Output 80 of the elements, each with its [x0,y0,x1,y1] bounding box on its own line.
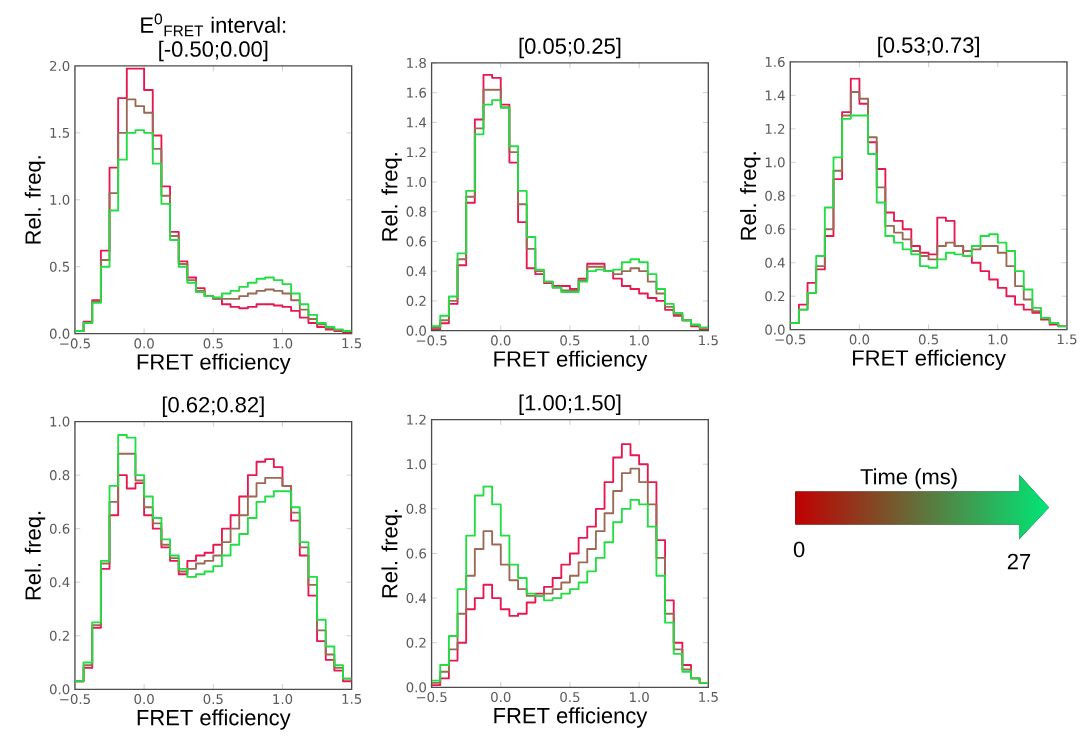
y-tick-label: 0.4 [765,257,785,268]
chart-title: E$^{0}$$_{FRET}$ interval: [141,13,286,36]
y-tick-label: 1.0 [407,176,427,187]
text: 0 [793,541,805,558]
x-tick-label: 0.0 [491,691,511,702]
x-tick-label: 1.0 [988,334,1008,345]
x-tick-label: 0.5 [560,691,580,702]
x-tick-label: −0.5 [60,338,90,349]
y-tick-label: 0.4 [49,577,70,588]
x-axis-title: FRET efficiency [853,349,1006,370]
x-tick-label: 1.5 [699,691,718,702]
y-tick-label: 1.2 [407,414,426,425]
x-tick-label: 0.5 [560,335,580,346]
y-tick-label: 0.8 [406,503,426,514]
y-tick-label: 0.5 [49,261,70,272]
y-tick-label: 2.0 [50,60,70,71]
y-tick-label: 1.6 [765,56,785,67]
chart-title: [1.00;1.50] [519,394,621,415]
y-tick-label: 1.0 [765,157,785,168]
x-tick-label: −0.5 [60,693,90,704]
y-tick-label: 0.2 [49,630,69,641]
y-tick-label: 0.8 [49,469,70,481]
y-tick-label: 1.0 [50,416,70,427]
y-tick-label: 0.0 [765,324,785,335]
chart-title: [0.05;0.25] [519,37,621,59]
y-tick-label: 1.8 [407,57,426,68]
y-tick-label: 0.8 [406,206,426,217]
text: Time (ms) [860,468,957,489]
y-tick-label: 1.4 [765,90,785,101]
y-axis-title: Rel. freq. [381,153,402,241]
x-tick-label: 1.5 [342,693,362,704]
x-axis-title: FRET efficiency [137,353,291,374]
y-tick-label: 0.0 [49,684,70,695]
y-tick-label: 0.6 [406,548,427,559]
x-tick-label: 1.0 [630,335,649,346]
text: 27 [1007,553,1031,569]
x-tick-label: 0.0 [849,334,870,345]
y-tick-label: 1.2 [765,123,785,134]
y-tick-label: 1.0 [407,459,427,470]
y-tick-label: 0.2 [406,295,426,306]
x-tick-label: −0.5 [416,335,447,346]
y-axis-title: Rel. freq. [24,156,46,244]
y-axis-title: Rel. freq. [24,511,46,600]
y-tick-label: 0.6 [765,224,785,235]
x-tick-label: −0.5 [416,691,447,702]
y-tick-label: 0.2 [406,637,426,648]
x-tick-label: 1.5 [699,335,718,346]
chart-title: [0.53;0.73] [878,36,979,58]
x-tick-label: 0.5 [203,338,223,349]
chart-title: [0.62;0.82] [162,396,264,417]
x-tick-label: 1.0 [273,693,293,704]
y-tick-label: 0.8 [765,190,785,201]
x-tick-label: 1.0 [273,338,293,349]
x-axis-title: FRET efficiency [494,350,648,371]
x-tick-label: 1.5 [342,338,362,349]
x-tick-label: 1.0 [630,691,649,702]
y-axis-title: Rel. freq. [381,509,402,598]
y-tick-label: 1.2 [407,147,426,157]
y-tick-label: 0.2 [765,291,785,302]
y-tick-label: 1.0 [50,194,70,205]
y-tick-label: 0.0 [406,325,427,336]
x-tick-label: 1.5 [1057,334,1077,345]
y-tick-label: 1.6 [407,87,427,98]
x-tick-label: 0.0 [491,335,511,346]
y-tick-label: 0.6 [406,236,427,247]
y-tick-label: 0.6 [49,523,70,534]
x-tick-label: 0.5 [203,693,223,704]
x-axis-title: FRET efficiency [137,709,291,730]
chart-subtitle: [-0.50;0.00] [159,40,268,62]
x-axis-title: FRET efficiency [494,707,648,728]
x-tick-label: 0.0 [134,693,154,704]
y-tick-label: 0.4 [406,265,427,277]
y-tick-label: 1.5 [50,127,70,138]
x-tick-label: 0.5 [918,334,939,345]
y-axis-title: Rel. freq. [740,152,761,240]
y-tick-label: 1.4 [407,117,427,128]
x-tick-label: −0.5 [775,334,806,345]
x-tick-label: 0.0 [134,338,154,349]
y-tick-label: 0.4 [406,592,427,603]
y-tick-label: 0.0 [406,682,427,693]
